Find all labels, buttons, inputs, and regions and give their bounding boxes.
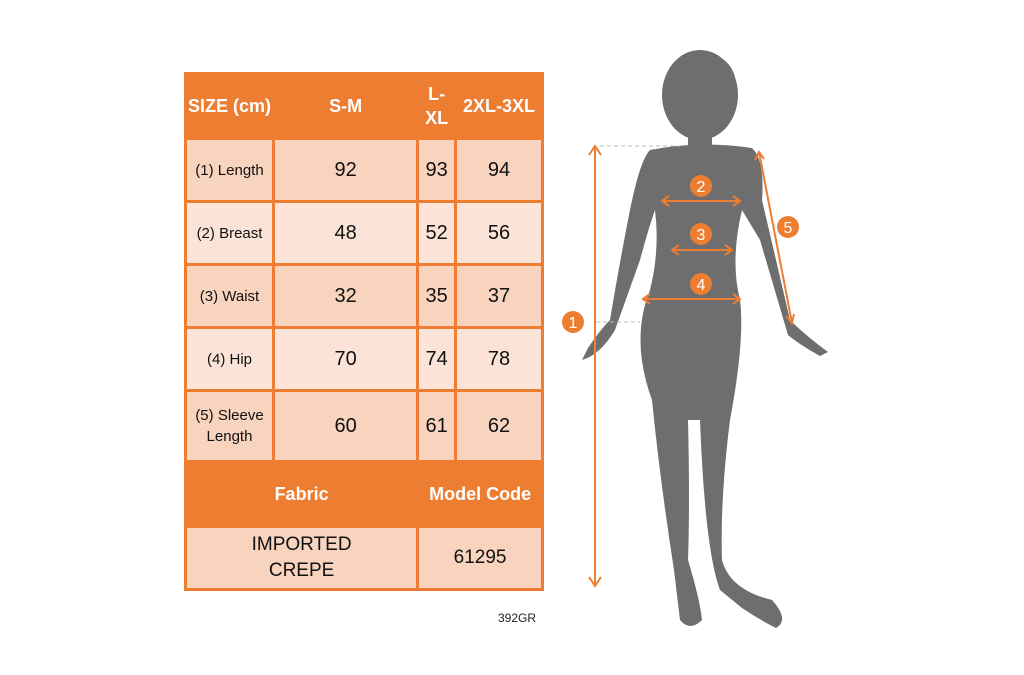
cell: 32 (271, 263, 420, 329)
marker-2: 2 (690, 175, 712, 197)
cell: 61 (416, 389, 457, 463)
fabric-header: Fabric (183, 460, 420, 528)
silhouette (582, 50, 828, 628)
svg-text:1: 1 (569, 315, 578, 332)
model-code-value: 61295 (416, 525, 544, 591)
marker-1: 1 (562, 311, 584, 333)
cell: 48 (271, 200, 420, 266)
footer-value-row: IMPORTED CREPE 61295 (183, 525, 544, 591)
cell: 94 (454, 137, 544, 203)
cell: 60 (271, 389, 420, 463)
table-row: (4) Hip 70 74 78 (184, 326, 544, 392)
header-s-m: S-M (271, 72, 420, 140)
svg-text:4: 4 (697, 277, 706, 294)
cell: 35 (416, 263, 457, 329)
cell: 70 (271, 326, 420, 392)
cell: 92 (271, 137, 420, 203)
row-label: (5) Sleeve Length (184, 389, 275, 463)
cell: 62 (454, 389, 544, 463)
footer-header-row: Fabric Model Code (183, 460, 544, 528)
table-row: (2) Breast 48 52 56 (184, 200, 544, 266)
header-l-xl: L-XL (416, 72, 457, 140)
marker-4: 4 (690, 273, 712, 295)
table-row: (1) Length 92 93 94 (184, 137, 544, 203)
marker-3: 3 (690, 223, 712, 245)
header-size: SIZE (cm) (184, 72, 275, 140)
cell: 37 (454, 263, 544, 329)
table-row: (5) Sleeve Length 60 61 62 (184, 389, 544, 463)
cell: 93 (416, 137, 457, 203)
marker-5: 5 (777, 216, 799, 238)
cell: 56 (454, 200, 544, 266)
row-label: (2) Breast (184, 200, 275, 266)
row-label: (1) Length (184, 137, 275, 203)
measurement-lines (588, 144, 795, 588)
fabric-value: IMPORTED CREPE (183, 525, 420, 591)
size-chart-table: SIZE (cm) S-M L-XL 2XL-3XL (1) Length 92… (183, 72, 544, 591)
cell: 74 (416, 326, 457, 392)
row-label: (4) Hip (184, 326, 275, 392)
model-code-header: Model Code (416, 460, 544, 528)
svg-text:3: 3 (697, 227, 706, 244)
header-row: SIZE (cm) S-M L-XL 2XL-3XL (184, 72, 544, 140)
svg-text:5: 5 (784, 220, 793, 237)
cell: 78 (454, 326, 544, 392)
row-label: (3) Waist (184, 263, 275, 329)
header-2xl-3xl: 2XL-3XL (454, 72, 544, 140)
cell: 52 (416, 200, 457, 266)
product-code: 392GR (498, 611, 537, 625)
svg-text:2: 2 (697, 179, 706, 196)
table-row: (3) Waist 32 35 37 (184, 263, 544, 329)
